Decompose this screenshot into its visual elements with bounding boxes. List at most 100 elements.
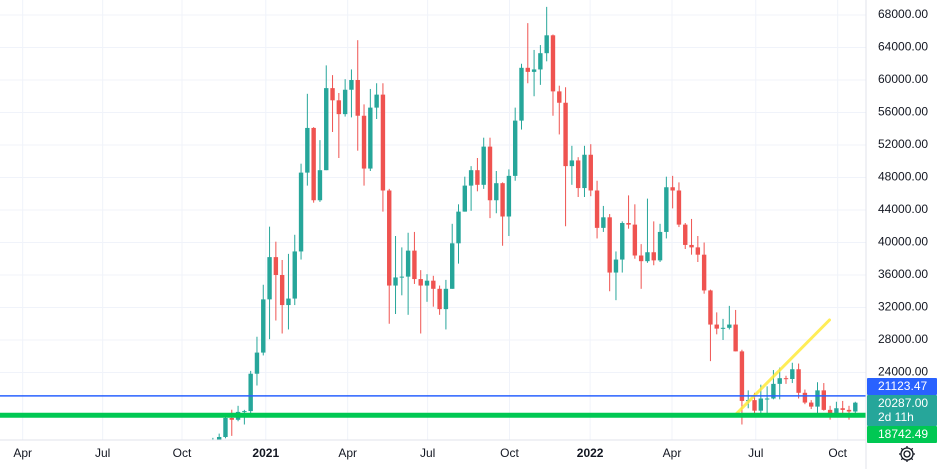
candle-body: [405, 250, 411, 277]
candle-body: [594, 190, 600, 228]
candle-body: [330, 88, 335, 101]
candle-body: [601, 217, 606, 228]
candle-body: [544, 35, 549, 54]
x-tick-label: Oct: [173, 446, 192, 460]
candle-body: [670, 187, 675, 191]
candle-body: [733, 324, 738, 352]
last-price-label: 20287.00: [878, 396, 928, 410]
candle-body: [575, 160, 581, 189]
candle-body: [821, 390, 827, 410]
candle-body: [242, 411, 247, 413]
candle-body: [827, 409, 833, 415]
candle-body: [802, 392, 808, 403]
candle-body: [519, 67, 524, 121]
candle-body: [557, 91, 562, 103]
candle-body: [796, 369, 801, 393]
x-tick-label: Jul: [420, 446, 435, 460]
candle-body: [368, 107, 373, 169]
settings-icon[interactable]: [899, 446, 915, 462]
candle-body: [638, 255, 644, 262]
candle-body: [752, 400, 757, 411]
x-tick-label: Apr: [338, 446, 357, 460]
y-tick-label: 56000.00: [878, 105, 928, 119]
candle-body: [355, 79, 360, 116]
candle-body: [500, 183, 505, 217]
candle-body: [645, 252, 650, 262]
candle-body: [481, 146, 486, 185]
candle-body: [216, 437, 222, 440]
candle-body: [261, 299, 266, 353]
candle-body: [764, 398, 770, 400]
candle-body: [582, 154, 587, 189]
x-tick-label: Jul: [95, 446, 110, 460]
candle-body: [267, 257, 272, 300]
x-tick-label: 2021: [252, 446, 279, 460]
candle-body: [727, 324, 732, 328]
candle-body: [450, 243, 455, 289]
candle-body: [324, 88, 329, 171]
candle-body: [374, 94, 379, 108]
price-line-label: 18742.49: [878, 427, 928, 441]
candle-body: [456, 211, 461, 244]
candle-body: [626, 222, 631, 225]
candle-body: [342, 89, 348, 115]
candle-body: [777, 378, 782, 384]
countdown-label: 2d 11h: [878, 410, 914, 424]
candle-body: [613, 259, 619, 273]
candle-body: [286, 298, 291, 306]
candle-body: [279, 274, 285, 306]
candle-body: [468, 170, 474, 186]
candle-body: [531, 69, 537, 72]
y-tick-label: 68000.00: [878, 7, 928, 21]
y-tick-label: 24000.00: [878, 365, 928, 379]
candle-body: [758, 398, 764, 411]
candle-body: [292, 251, 297, 299]
y-tick-label: 44000.00: [878, 202, 928, 216]
candle-body: [462, 185, 468, 212]
grid: [0, 0, 866, 440]
candle-body: [720, 327, 726, 329]
candle-body: [588, 154, 593, 191]
candle-body: [211, 442, 215, 458]
candle-body: [790, 369, 795, 379]
candle-body: [437, 288, 442, 310]
candle-body: [853, 402, 858, 412]
trend-line: [733, 318, 831, 417]
candle-body: [689, 244, 694, 248]
candle-body: [361, 115, 367, 169]
candle-body: [538, 53, 543, 70]
candle-body: [632, 224, 638, 256]
candle-body: [254, 352, 260, 374]
candle-body: [229, 417, 234, 420]
candle-body: [380, 94, 386, 191]
candle-body: [336, 100, 342, 115]
candle-body: [840, 408, 845, 410]
candle-body: [512, 120, 518, 176]
candle-body: [525, 67, 530, 72]
candle-body: [563, 102, 568, 167]
x-tick-label: Apr: [13, 446, 32, 460]
candle-body: [223, 417, 228, 438]
candle-body: [273, 257, 279, 275]
candle-body: [783, 378, 789, 380]
candle-body: [607, 217, 612, 273]
candle-body: [248, 373, 253, 412]
candle-body: [657, 231, 663, 261]
candle-body: [317, 170, 323, 201]
x-tick-label: Oct: [500, 446, 519, 460]
y-tick-label: 40000.00: [878, 235, 928, 249]
candle-body: [664, 187, 669, 232]
candle-body: [708, 290, 713, 325]
candle-body: [771, 383, 776, 399]
candle-body: [739, 351, 745, 401]
y-tick-label: 36000.00: [878, 267, 928, 281]
candle-body: [651, 252, 656, 261]
x-tick-label: Apr: [663, 446, 682, 460]
candle-body: [506, 175, 512, 217]
y-tick-label: 48000.00: [878, 170, 928, 184]
candle-body: [676, 190, 682, 225]
candle-body: [311, 127, 316, 201]
candle-body: [431, 280, 436, 289]
x-tick-label: Oct: [828, 446, 847, 460]
